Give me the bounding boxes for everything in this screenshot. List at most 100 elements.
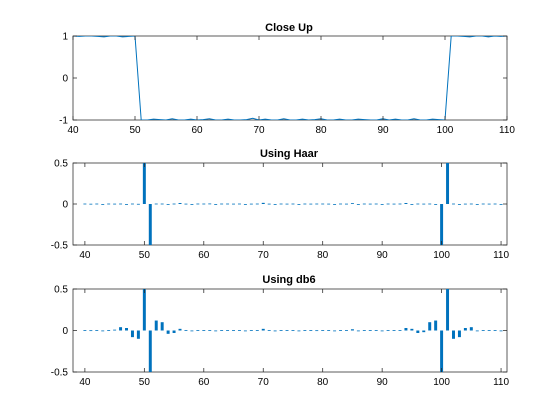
bar (249, 330, 253, 331)
bar (172, 203, 176, 205)
bar (350, 203, 354, 204)
bar (190, 204, 194, 205)
x-tick-label: 100 (437, 125, 454, 136)
bar (113, 203, 117, 205)
bar (362, 330, 366, 331)
bar (446, 289, 450, 331)
x-tick-label: 40 (79, 377, 91, 388)
x-tick-label: 70 (258, 377, 270, 388)
x-tick-label: 50 (139, 377, 151, 388)
bar (95, 330, 99, 331)
bar (327, 330, 331, 331)
x-tick-label: 90 (377, 125, 389, 136)
series-group (83, 289, 503, 372)
bar (267, 330, 271, 331)
bar (89, 330, 93, 332)
bar (255, 203, 259, 205)
bar (154, 320, 158, 331)
bar (196, 330, 200, 331)
bar (356, 204, 360, 205)
bar (148, 330, 152, 372)
bar (249, 203, 253, 205)
bar (267, 203, 271, 205)
bar (463, 328, 467, 331)
panel-title: Using Haar (260, 148, 319, 160)
bar (457, 204, 461, 205)
bar (416, 330, 420, 333)
bar (404, 203, 408, 204)
bar (148, 204, 152, 245)
bar (125, 328, 128, 331)
x-tick-label: 90 (377, 250, 389, 261)
series-line (73, 36, 507, 120)
bar (291, 330, 295, 331)
bar (160, 203, 164, 205)
y-tick-label: 1 (62, 32, 68, 43)
x-tick-label: 110 (493, 250, 509, 261)
bar (428, 203, 432, 205)
y-tick-label: -1 (59, 116, 68, 127)
bar (469, 327, 473, 331)
bar (119, 327, 123, 331)
bar (392, 203, 396, 205)
y-tick-label: 0 (62, 74, 68, 85)
bar (487, 330, 491, 331)
bar (374, 203, 378, 205)
bar (333, 204, 337, 205)
bar (273, 330, 277, 332)
bar (344, 330, 348, 331)
bar (214, 330, 218, 332)
bar (89, 203, 93, 205)
bar (113, 329, 117, 331)
bar (178, 203, 182, 204)
x-tick-label: 70 (253, 125, 265, 136)
bar (243, 204, 247, 205)
bar (475, 204, 479, 205)
bar (303, 330, 307, 331)
bar (469, 203, 473, 205)
bar (136, 330, 140, 339)
bar (356, 330, 360, 332)
bar (285, 203, 289, 205)
bar (166, 204, 170, 205)
bar (416, 203, 420, 205)
bar (83, 330, 87, 331)
bar (184, 330, 188, 331)
bar (136, 203, 140, 205)
bar (499, 330, 503, 332)
bar (434, 204, 438, 205)
bar (499, 204, 503, 205)
bar (237, 330, 241, 331)
series-group (73, 36, 507, 120)
bar (279, 203, 283, 205)
bar (350, 329, 354, 331)
bar (481, 330, 485, 331)
bar (428, 322, 432, 331)
bar (279, 330, 283, 331)
y-tick-label: 0.5 (54, 159, 68, 170)
bar (315, 203, 319, 205)
bar (463, 203, 467, 205)
bar (95, 203, 99, 205)
bar (440, 204, 444, 245)
y-tick-label: 0.5 (54, 285, 68, 296)
bar (226, 330, 230, 331)
bar (303, 203, 307, 205)
bar (457, 330, 461, 338)
bar (130, 330, 134, 338)
x-tick-label: 40 (79, 250, 91, 261)
bar (107, 203, 111, 205)
panel-title: Close Up (265, 22, 313, 34)
bar (255, 330, 259, 331)
bar (422, 203, 426, 205)
x-tick-label: 70 (258, 250, 270, 261)
x-tick-label: 80 (317, 377, 329, 388)
bar (196, 203, 200, 205)
bar (202, 203, 206, 205)
bar (226, 203, 230, 205)
x-tick-label: 110 (499, 125, 515, 136)
x-tick-label: 40 (67, 125, 79, 136)
x-tick-label: 100 (433, 250, 450, 261)
bar (273, 204, 277, 205)
